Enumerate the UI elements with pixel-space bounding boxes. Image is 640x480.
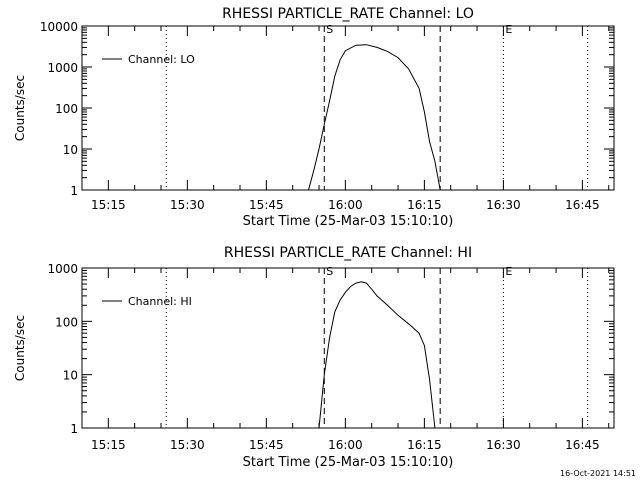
series-line	[308, 44, 441, 191]
series-line	[318, 281, 436, 429]
plot-frame	[81, 267, 615, 429]
x-tick-label: 15:30	[170, 198, 205, 212]
x-tick-label: 16:30	[486, 438, 521, 452]
y-tick-label: 1	[70, 422, 78, 436]
x-tick-label: 15:45	[249, 198, 284, 212]
legend-label: Channel: LO	[128, 53, 195, 66]
x-axis-label: Start Time (25-Mar-03 15:10:10)	[243, 214, 454, 229]
y-tick-label: 1000	[47, 262, 78, 276]
x-axis-label: Start Time (25-Mar-03 15:10:10)	[243, 455, 454, 470]
x-tick-label: 15:15	[91, 198, 126, 212]
chart-panels: RHESSI PARTICLE_RATE Channel: LO 1 10 100 10…	[13, 6, 615, 470]
x-tick-label: 16:45	[565, 198, 600, 212]
x-tick-label: 16:15	[407, 198, 442, 212]
y-tick-label: 10000	[40, 20, 78, 34]
x-tick-label: 16:45	[565, 438, 600, 452]
chart-title: RHESSI PARTICLE_RATE Channel: HI	[224, 245, 472, 261]
time-marker-label: E	[505, 23, 512, 36]
y-tick-label: 1000	[47, 61, 78, 75]
x-tick-label: 16:15	[407, 438, 442, 452]
x-tick-label: 16:00	[328, 198, 363, 212]
time-marker-label: S	[326, 23, 333, 36]
chart-title: RHESSI PARTICLE_RATE Channel: LO	[222, 6, 474, 22]
legend-label: Channel: HI	[128, 295, 192, 308]
y-axis-label: Counts/sec	[13, 315, 27, 381]
y-tick-label: 1	[70, 184, 78, 198]
time-marker-label: E	[505, 265, 512, 278]
chart-panel-2: RHESSI PARTICLE_RATE Channel: HI 1 10 100 10…	[13, 245, 615, 470]
time-marker-label: S	[326, 265, 333, 278]
x-tick-label: 15:15	[91, 438, 126, 452]
x-tick-label: 16:00	[328, 438, 363, 452]
footer-date: 16-Oct-2021 14:51	[560, 469, 636, 478]
y-axis-label: Counts/sec	[13, 75, 27, 141]
y-tick-label: 100	[55, 315, 78, 329]
x-tick-label: 15:45	[249, 438, 284, 452]
y-tick-label: 100	[55, 102, 78, 116]
chart-panel-1: RHESSI PARTICLE_RATE Channel: LO 1 10 100 10…	[13, 6, 615, 229]
x-tick-label: 16:30	[486, 198, 521, 212]
y-tick-label: 10	[63, 143, 78, 157]
y-tick-label: 10	[63, 369, 78, 383]
x-tick-label: 15:30	[170, 438, 205, 452]
